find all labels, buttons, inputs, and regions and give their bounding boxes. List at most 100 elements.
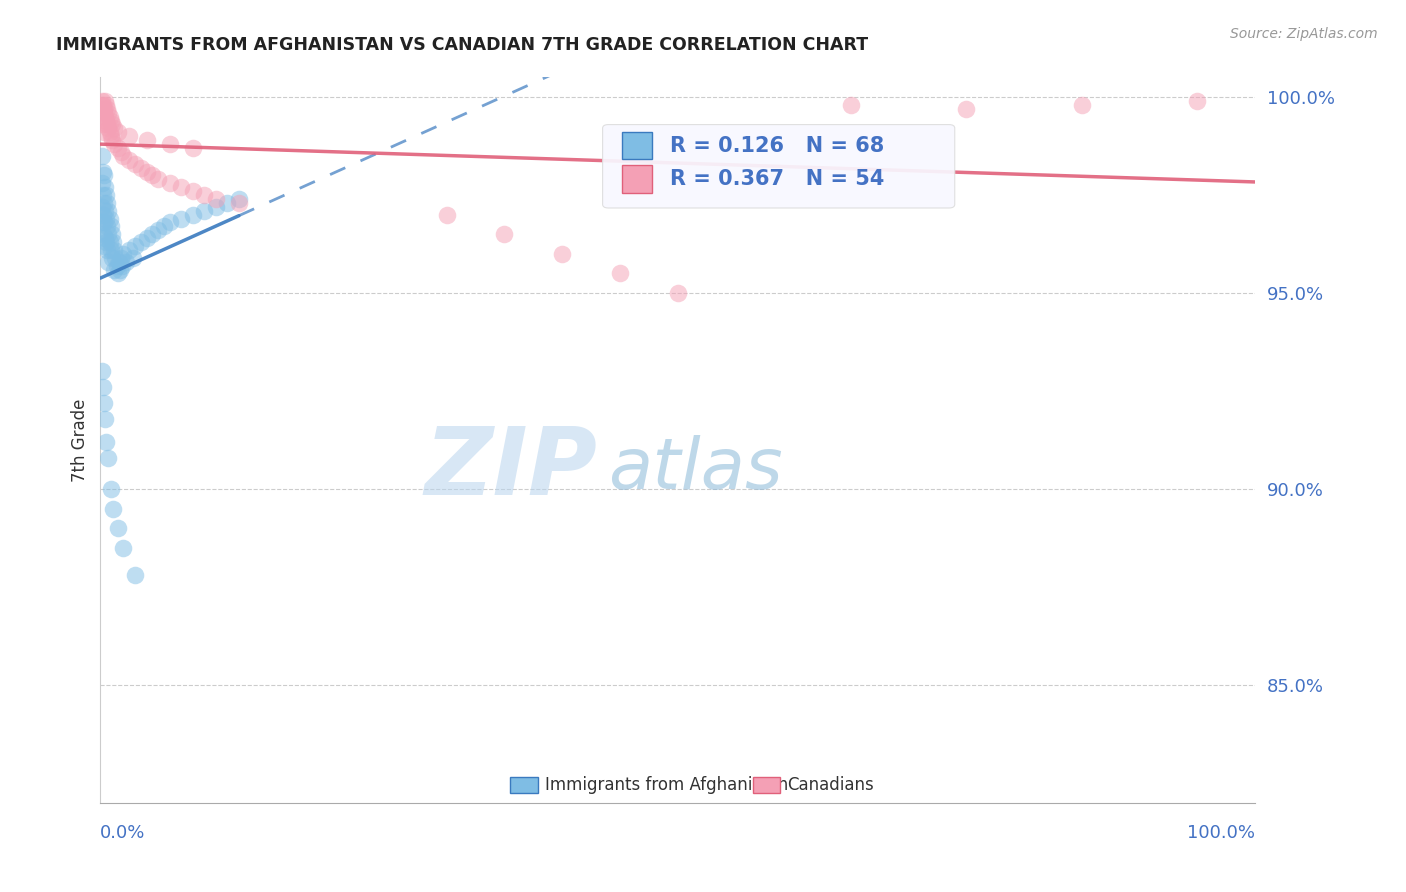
- Point: [94, 435, 117, 450]
- Point: [112, 541, 135, 555]
- Point: [90, 98, 112, 112]
- Point: [159, 176, 181, 190]
- FancyBboxPatch shape: [510, 777, 538, 793]
- Point: [91, 208, 114, 222]
- Point: [153, 219, 176, 234]
- Point: [94, 110, 117, 124]
- Point: [90, 149, 112, 163]
- Point: [114, 254, 136, 268]
- Point: [94, 231, 117, 245]
- Point: [228, 195, 250, 210]
- Point: [170, 180, 193, 194]
- Point: [955, 102, 977, 116]
- Point: [181, 184, 204, 198]
- Point: [159, 137, 181, 152]
- Point: [96, 219, 118, 234]
- Point: [181, 141, 204, 155]
- Point: [97, 203, 120, 218]
- Point: [103, 243, 125, 257]
- FancyBboxPatch shape: [752, 777, 780, 793]
- Text: Immigrants from Afghanistan: Immigrants from Afghanistan: [546, 776, 789, 794]
- Point: [135, 133, 157, 147]
- Point: [100, 243, 122, 257]
- Point: [93, 215, 115, 229]
- Point: [91, 380, 114, 394]
- Point: [1187, 94, 1209, 108]
- Point: [101, 251, 124, 265]
- Point: [170, 211, 193, 226]
- Point: [93, 396, 115, 410]
- Point: [129, 235, 152, 249]
- Point: [112, 149, 135, 163]
- Point: [101, 118, 124, 132]
- Point: [94, 235, 117, 249]
- Point: [228, 192, 250, 206]
- Point: [91, 98, 114, 112]
- Point: [96, 195, 118, 210]
- FancyBboxPatch shape: [623, 132, 652, 160]
- Point: [97, 121, 120, 136]
- Point: [93, 125, 115, 139]
- Point: [94, 188, 117, 202]
- Text: atlas: atlas: [609, 434, 783, 504]
- Point: [609, 267, 631, 281]
- Point: [93, 102, 115, 116]
- Point: [107, 141, 129, 155]
- Point: [97, 105, 120, 120]
- Point: [159, 215, 181, 229]
- Point: [91, 118, 114, 132]
- Text: R = 0.126   N = 68: R = 0.126 N = 68: [669, 136, 884, 155]
- Point: [124, 157, 146, 171]
- Point: [101, 227, 124, 242]
- Point: [146, 172, 169, 186]
- Point: [103, 137, 125, 152]
- Point: [124, 568, 146, 582]
- Point: [101, 501, 124, 516]
- Point: [1070, 98, 1092, 112]
- Point: [118, 153, 141, 167]
- Point: [839, 98, 862, 112]
- Point: [118, 129, 141, 144]
- Point: [97, 450, 120, 465]
- Text: 0.0%: 0.0%: [100, 824, 146, 842]
- Point: [193, 203, 215, 218]
- Point: [94, 94, 117, 108]
- Point: [111, 259, 134, 273]
- Point: [94, 98, 117, 112]
- Point: [94, 411, 117, 425]
- Text: Canadians: Canadians: [787, 776, 875, 794]
- Point: [121, 251, 143, 265]
- Text: ZIP: ZIP: [425, 423, 596, 515]
- Point: [118, 243, 141, 257]
- Point: [96, 102, 118, 116]
- Point: [93, 105, 115, 120]
- Y-axis label: 7th Grade: 7th Grade: [72, 399, 89, 482]
- Point: [108, 262, 131, 277]
- Point: [94, 113, 117, 128]
- Point: [93, 195, 115, 210]
- Text: Source: ZipAtlas.com: Source: ZipAtlas.com: [1230, 27, 1378, 41]
- Point: [94, 180, 117, 194]
- Point: [90, 94, 112, 108]
- Point: [90, 176, 112, 190]
- Point: [98, 110, 121, 124]
- Point: [96, 243, 118, 257]
- Point: [100, 482, 122, 496]
- Point: [105, 259, 128, 273]
- Point: [135, 231, 157, 245]
- Point: [107, 521, 129, 535]
- Point: [110, 145, 132, 159]
- Point: [204, 192, 226, 206]
- Point: [94, 203, 117, 218]
- Point: [100, 129, 122, 144]
- Point: [494, 227, 516, 242]
- Point: [91, 227, 114, 242]
- Point: [101, 235, 124, 249]
- Text: R = 0.367   N = 54: R = 0.367 N = 54: [669, 169, 884, 189]
- Point: [91, 164, 114, 178]
- Point: [100, 219, 122, 234]
- Point: [193, 188, 215, 202]
- Point: [100, 113, 122, 128]
- Point: [108, 254, 131, 268]
- Text: 100.0%: 100.0%: [1187, 824, 1256, 842]
